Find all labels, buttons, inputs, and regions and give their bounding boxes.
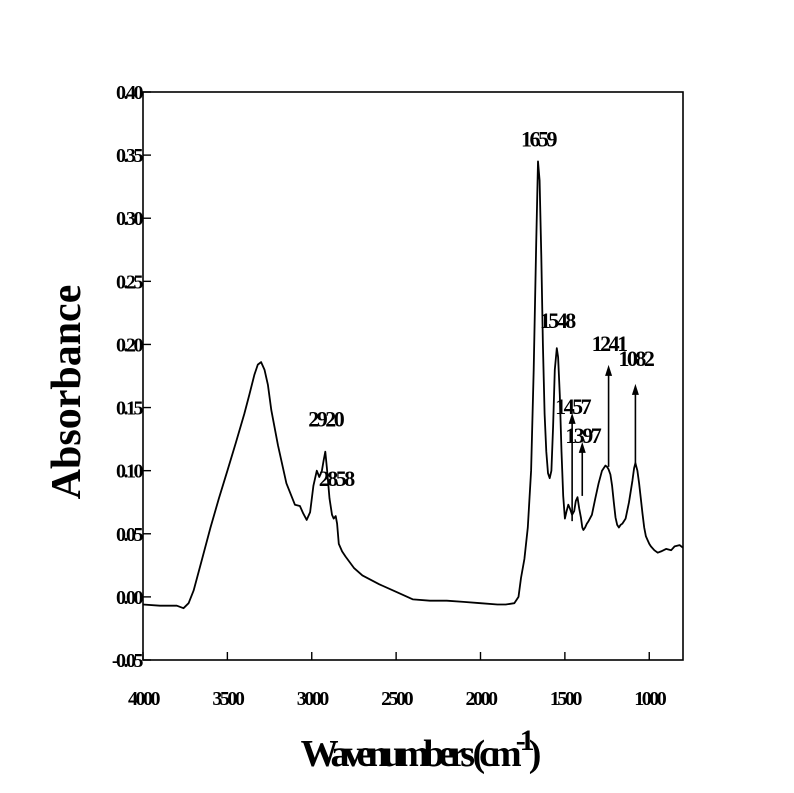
peak-label: 2920 xyxy=(308,406,345,431)
peak-label: 1457 xyxy=(555,394,592,419)
x-tick-label: 3000 xyxy=(297,688,330,710)
x-axis-title: Wavenumbers (cm-1) xyxy=(301,724,540,775)
series-layer xyxy=(142,160,684,610)
peak-label: 1659 xyxy=(521,126,558,151)
x-tick-label: 2000 xyxy=(466,688,499,710)
y-axis: -0.05 0.00 0.05 0.10 0.15 0.20 0.25 0.30 0.35 0.4… xyxy=(112,82,151,672)
spectrum-line xyxy=(142,160,684,610)
plot-area-border xyxy=(142,91,684,661)
y-tick-label: 0.40 xyxy=(116,82,144,104)
y-tick-label: 0.30 xyxy=(116,208,144,230)
y-axis-title: Absorbance xyxy=(44,285,90,500)
y-tick-label: 0.10 xyxy=(116,461,144,483)
y-tick-label: 0.25 xyxy=(116,271,144,293)
x-tick-label: 2500 xyxy=(381,688,414,710)
y-tick-label: -0.05 xyxy=(112,650,144,672)
peak-label: 1548 xyxy=(540,308,577,333)
x-tick-label: 4000 xyxy=(128,688,161,710)
plot-frame xyxy=(142,91,684,661)
peak-label: 1082 xyxy=(618,346,655,371)
x-axis: 4000 3500 3000 2500 2000 1500 1000 xyxy=(128,652,669,710)
peak-arrow-head xyxy=(631,383,639,395)
peak-label: 1241 xyxy=(592,331,628,356)
y-tick-label: 0.20 xyxy=(116,334,144,356)
x-tick-label: 1500 xyxy=(550,688,583,710)
x-tick-label: 3500 xyxy=(212,688,245,710)
y-tick-label: 0.05 xyxy=(116,524,144,546)
peak-arrow-head xyxy=(605,364,613,376)
y-tick-label: 0.35 xyxy=(116,145,144,167)
peak-label: 2858 xyxy=(319,466,356,491)
x-tick-label: 1000 xyxy=(634,688,667,710)
peak-arrow-head xyxy=(578,441,586,453)
peak-arrow-head xyxy=(568,412,576,424)
y-tick-label: 0.00 xyxy=(116,587,144,609)
y-tick-label: 0.15 xyxy=(116,398,144,420)
x-axis-title-main: Wavenumbers (cm xyxy=(301,733,521,775)
x-axis-title-close: ) xyxy=(529,733,540,775)
peak-label: 1397 xyxy=(565,423,602,448)
